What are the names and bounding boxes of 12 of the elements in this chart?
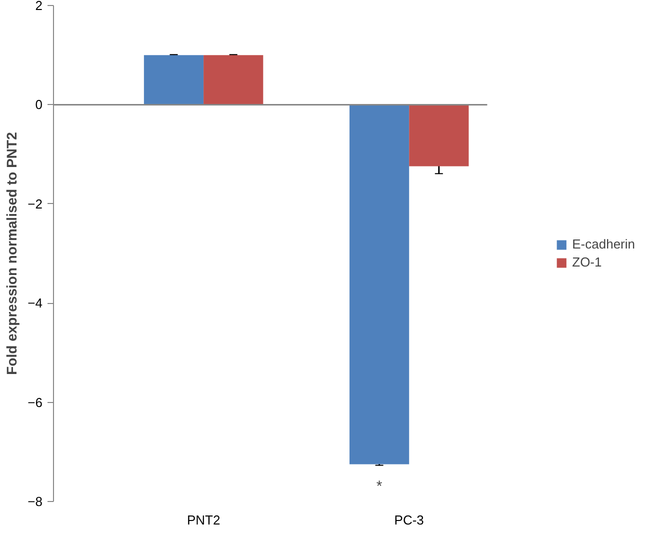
y-tick-label: −2	[28, 196, 43, 212]
x-tick-label: PC-3	[394, 512, 424, 528]
legend-label: E-cadherin	[572, 236, 635, 252]
y-tick-label: −8	[28, 494, 43, 509]
y-tick-label: 0	[35, 97, 43, 112]
y-axis-title: Fold expression normalised to PNT2	[4, 132, 20, 375]
y-tick-label: −4	[28, 296, 43, 311]
annotation: *	[376, 478, 382, 496]
x-tick-label: PNT2	[186, 512, 220, 528]
y-tick-label: −6	[28, 394, 43, 410]
legend-label: ZO-1	[572, 254, 602, 270]
y-tick-label: 2	[35, 0, 43, 13]
